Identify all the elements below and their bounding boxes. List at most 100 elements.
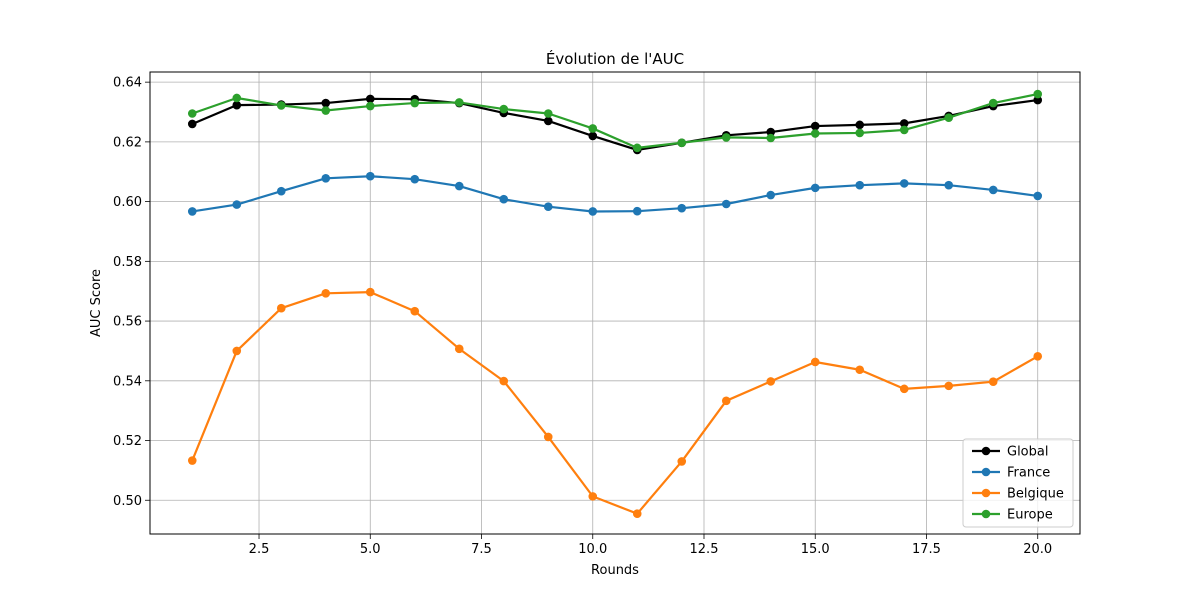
data-point-belgique (855, 365, 865, 375)
data-point-europe (187, 109, 197, 118)
x-tick-label: 2.5 (249, 542, 270, 557)
data-point-europe (543, 109, 553, 118)
data-point-belgique (810, 357, 820, 367)
x-tick-label: 15.0 (801, 542, 830, 557)
legend-label-france: France (1007, 466, 1050, 481)
data-point-global (1033, 95, 1043, 105)
y-tick-label: 0.62 (113, 135, 142, 150)
data-point-belgique (944, 381, 954, 391)
data-point-belgique (232, 346, 242, 356)
data-point-france (855, 180, 865, 190)
data-point-europe (632, 143, 642, 153)
series-line-belgique (191, 291, 1039, 515)
legend-label-global: Global (1007, 445, 1048, 460)
x-axis-label: Rounds (591, 563, 639, 578)
data-point-europe (944, 113, 954, 122)
y-tick-label: 0.64 (113, 76, 142, 91)
data-point-france (276, 186, 286, 196)
data-point-global (365, 94, 375, 104)
y-tick-label: 0.52 (113, 434, 142, 449)
data-point-france (988, 185, 998, 195)
data-point-france (588, 207, 598, 216)
data-point-global (588, 131, 598, 141)
data-point-europe (410, 98, 420, 108)
plot-frame (149, 71, 1081, 535)
data-point-france (410, 174, 420, 184)
data-point-europe (855, 128, 865, 138)
data-point-belgique (410, 306, 420, 316)
legend-marker-belgique (981, 488, 991, 498)
data-point-france (187, 207, 197, 216)
data-point-global (855, 120, 865, 130)
data-point-france (543, 202, 553, 211)
data-point-france (899, 179, 909, 188)
plot-area (150, 72, 1080, 534)
data-point-europe (365, 101, 375, 111)
data-point-belgique (454, 344, 464, 354)
series-line-france (192, 175, 1038, 213)
data-point-europe (677, 138, 687, 148)
y-tick-label: 0.56 (113, 315, 142, 330)
y-tick-label: 0.58 (113, 255, 142, 270)
legend-marker-europe (981, 509, 991, 519)
data-point-global (899, 119, 909, 128)
data-point-belgique (899, 384, 909, 394)
data-point-europe (810, 129, 820, 138)
data-point-belgique (988, 377, 998, 386)
series-line-global (191, 97, 1038, 152)
y-tick-label: 0.54 (113, 374, 142, 389)
series-france (187, 171, 1043, 216)
series-belgique (187, 287, 1043, 518)
data-point-global (232, 100, 242, 110)
series-layer (187, 89, 1043, 518)
data-point-belgique (499, 376, 509, 386)
data-point-france (454, 181, 464, 191)
data-point-belgique (187, 456, 197, 465)
ticks: 2.5 5.0 7.5 10.0 12.5 15.0 17.5 20.0 0.50 0.52 0.5… (113, 76, 1052, 557)
legend-item-belgique: Belgique (972, 487, 1064, 502)
series-europe (187, 89, 1043, 153)
data-point-europe (766, 133, 776, 143)
data-point-europe (1033, 89, 1043, 99)
data-point-belgique (276, 303, 286, 313)
data-point-global (321, 98, 331, 108)
data-point-belgique (632, 509, 642, 518)
data-point-europe (499, 104, 509, 114)
legend-marker-france (981, 467, 991, 477)
legend-label-belgique: Belgique (1007, 487, 1064, 502)
data-point-belgique (721, 396, 731, 406)
legend-box (962, 438, 1074, 528)
chart-title: Évolution de l'AUC (546, 49, 684, 68)
data-point-europe (988, 98, 998, 108)
data-point-belgique (766, 377, 776, 386)
series-line-europe (191, 93, 1038, 149)
legend-item-europe: Europe (972, 508, 1053, 523)
data-point-belgique (321, 288, 331, 298)
data-point-belgique (543, 432, 553, 442)
x-tick-label: 20.0 (1023, 542, 1052, 557)
data-point-global (766, 127, 776, 137)
x-tick-label: 7.5 (471, 542, 492, 557)
data-point-belgique (677, 457, 687, 466)
data-point-belgique (588, 492, 598, 501)
x-tick-label: 12.5 (690, 542, 719, 557)
y-tick-label: 0.50 (113, 494, 142, 509)
data-point-global (543, 116, 553, 126)
x-tick-label: 10.0 (578, 542, 607, 557)
legend-item-global: Global (972, 445, 1048, 460)
data-point-belgique (1033, 352, 1043, 361)
legend-item-france: France (972, 466, 1050, 481)
data-point-global (187, 119, 197, 129)
data-point-europe (721, 133, 731, 142)
data-point-europe (588, 124, 598, 133)
y-tick-label: 0.60 (113, 195, 142, 210)
data-point-global (810, 121, 820, 131)
data-point-france (321, 174, 331, 183)
data-point-france (365, 171, 375, 181)
data-point-france (810, 183, 820, 193)
legend-marker-global (981, 446, 991, 456)
y-axis-label: AUC Score (89, 269, 104, 337)
data-point-france (766, 190, 776, 200)
